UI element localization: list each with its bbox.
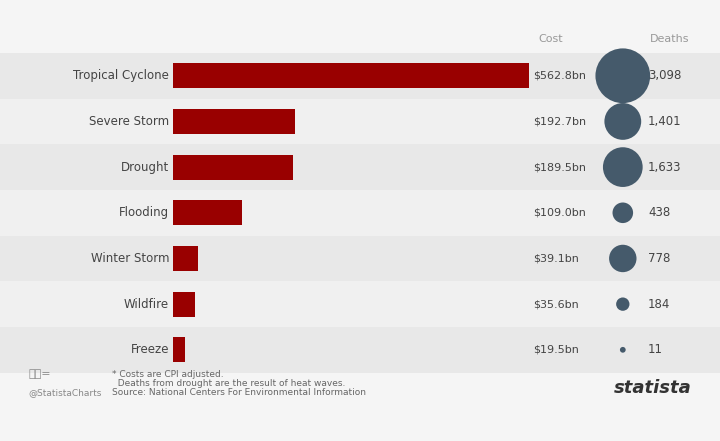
Text: $562.8bn: $562.8bn: [533, 71, 586, 81]
Text: $35.6bn: $35.6bn: [533, 299, 579, 309]
Text: Tropical Cyclone: Tropical Cyclone: [73, 69, 169, 82]
Text: 1,633: 1,633: [648, 161, 682, 174]
Text: 778: 778: [648, 252, 670, 265]
Text: ⓒⓘ=: ⓒⓘ=: [29, 369, 51, 379]
Text: Deaths from drought are the result of heat waves.: Deaths from drought are the result of he…: [112, 379, 345, 388]
Text: 11: 11: [648, 343, 663, 356]
Text: Drought: Drought: [121, 161, 169, 174]
Text: Cost: Cost: [539, 34, 563, 44]
Text: Source: National Centers For Environmental Information: Source: National Centers For Environment…: [112, 388, 366, 397]
Text: Deaths: Deaths: [650, 34, 689, 44]
Text: Wildfire: Wildfire: [124, 298, 169, 310]
Text: Winter Storm: Winter Storm: [91, 252, 169, 265]
Text: 438: 438: [648, 206, 670, 219]
Text: $19.5bn: $19.5bn: [533, 345, 579, 355]
Text: $39.1bn: $39.1bn: [533, 254, 579, 263]
Text: statista: statista: [613, 379, 691, 397]
Text: @StatistaCharts: @StatistaCharts: [29, 388, 102, 397]
Text: * Costs are CPI adjusted.: * Costs are CPI adjusted.: [112, 370, 223, 379]
Text: Flooding: Flooding: [119, 206, 169, 219]
Text: $189.5bn: $189.5bn: [533, 162, 586, 172]
Text: 184: 184: [648, 298, 670, 310]
Text: $109.0bn: $109.0bn: [533, 208, 585, 218]
Text: Severe Storm: Severe Storm: [89, 115, 169, 128]
Text: Freeze: Freeze: [131, 343, 169, 356]
Text: 1,401: 1,401: [648, 115, 682, 128]
Text: $192.7bn: $192.7bn: [533, 116, 586, 127]
Text: 3,098: 3,098: [648, 69, 681, 82]
